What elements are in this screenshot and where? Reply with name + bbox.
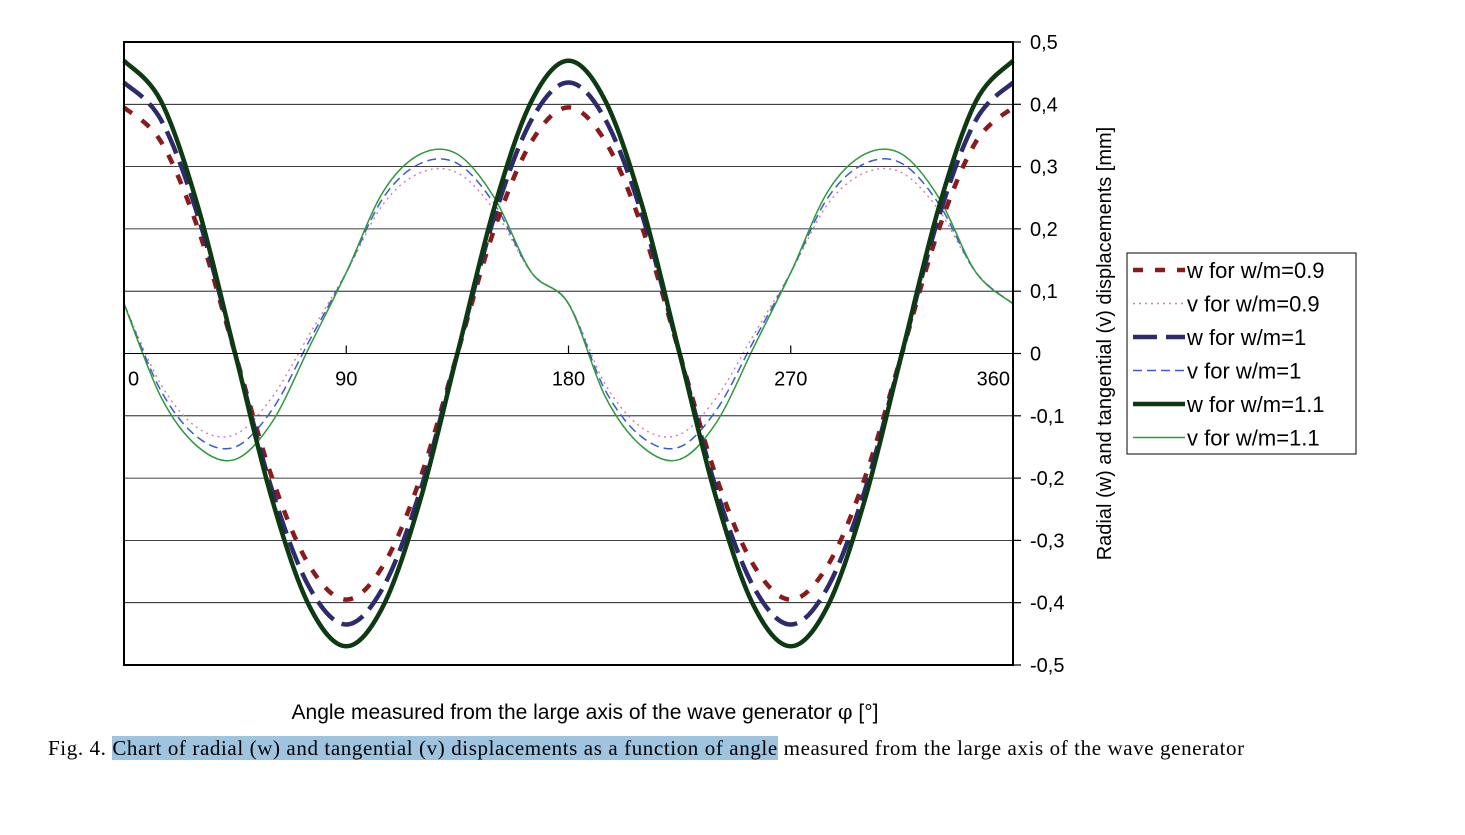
series-line: [122, 80, 1015, 627]
legend-box: [1126, 252, 1357, 455]
y-tick-label: -0,4: [1030, 593, 1064, 615]
x-axis-label-unit: [°]: [858, 701, 879, 724]
figure-caption: Fig. 4. Chart of radial (w) and tangenti…: [48, 736, 1245, 761]
legend-label: w for w/m=1: [1186, 325, 1306, 350]
x-axis-label-symbol: φ: [837, 700, 853, 724]
x-tick-label: 360: [977, 369, 1010, 391]
legend: w for w/m=0.9 v for w/m=0.9 w for w/m=1 v f…: [1126, 252, 1357, 455]
x-axis-label: Angle measured from the large axis of th…: [120, 700, 1050, 725]
y-tick-label: 0,5: [1030, 32, 1058, 54]
legend-label: v for w/m=1: [1187, 359, 1301, 384]
legend-label: w for w/m=0.9: [1186, 258, 1325, 283]
caption-highlighted-text: Chart of radial (w) and tangential (v) d…: [112, 736, 778, 760]
caption-rest: measured from the large axis of the wave…: [777, 736, 1245, 760]
y-tick-label: -0,3: [1030, 530, 1064, 552]
y-axis: 0,5 0,4 0,3 0,2 0,1 0 -0,1 -0,2 -0,3 -0,4 -0,5: [1013, 32, 1064, 677]
y-axis-label: Radial (w) and tangential (v) displaceme…: [1094, 127, 1116, 561]
displacement-chart: 0 90 180 270 360 0,5 0,4 0,3 0,2 0,1 0 -0,1 -0,2 -0,…: [122, 32, 1357, 677]
y-tick-label: 0,4: [1030, 94, 1058, 116]
legend-label: v for w/m=0.9: [1187, 292, 1320, 317]
x-tick-label: 90: [335, 369, 357, 391]
series-lines: [122, 58, 1015, 649]
y-tick-label: 0,2: [1030, 219, 1058, 241]
y-tick-label: -0,5: [1030, 655, 1064, 677]
series-line: [123, 148, 1014, 462]
x-axis-label-prefix: Angle measured from the large axis of th…: [291, 701, 838, 724]
series-line: [122, 105, 1015, 602]
legend-label: w for w/m=1.1: [1186, 392, 1325, 417]
y-tick-label: 0,3: [1030, 157, 1058, 179]
y-tick-label: -0,2: [1030, 468, 1064, 490]
x-tick-label: 0: [128, 369, 139, 391]
y-tick-label: 0,1: [1030, 281, 1058, 303]
y-tick-label: 0: [1030, 344, 1041, 366]
x-tick-label: 180: [552, 369, 585, 391]
x-tick-label: 270: [774, 369, 807, 391]
x-axis: 0 90 180 270 360: [123, 345, 1014, 391]
series-line: [122, 58, 1015, 649]
legend-label: v for w/m=1.1: [1187, 426, 1320, 451]
caption-label: Fig. 4.: [48, 736, 113, 760]
y-tick-label: -0,1: [1030, 406, 1064, 428]
